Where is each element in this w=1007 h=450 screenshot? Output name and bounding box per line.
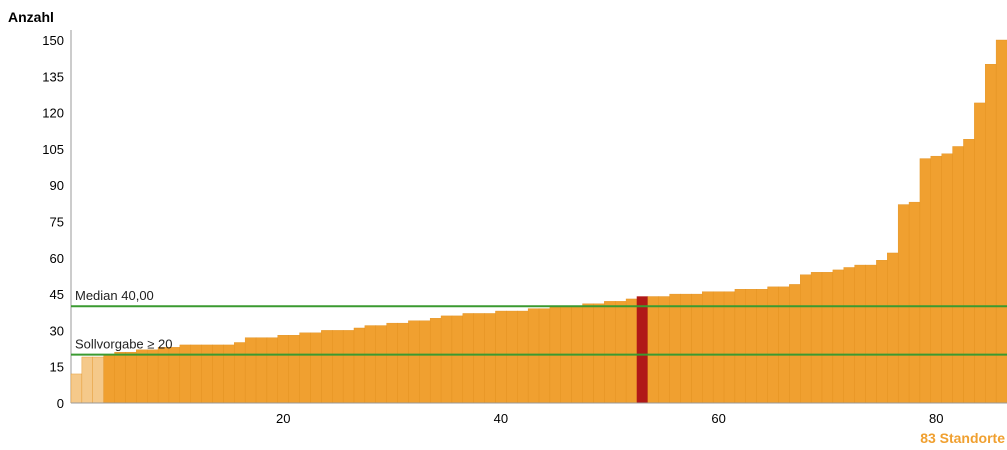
bar <box>157 347 170 404</box>
bar <box>255 337 268 404</box>
bar <box>266 337 279 404</box>
bar <box>919 158 932 404</box>
bar <box>691 293 703 404</box>
y-axis-title: Anzahl <box>8 9 54 25</box>
bar <box>952 146 964 404</box>
reference-line-label: Sollvorgabe ≥ 20 <box>75 337 172 352</box>
bar <box>712 291 725 404</box>
bar <box>582 303 594 404</box>
bar <box>843 267 855 404</box>
bar <box>386 322 398 404</box>
bar <box>484 313 496 404</box>
bars-group <box>70 39 1007 404</box>
bar <box>506 310 518 404</box>
bar <box>669 293 681 404</box>
bar <box>244 337 257 404</box>
bar <box>70 373 83 404</box>
y-tick-label: 0 <box>57 396 64 411</box>
bar <box>767 286 779 404</box>
bar <box>397 322 409 404</box>
bar <box>614 301 627 404</box>
bar <box>821 272 834 404</box>
bar <box>593 303 605 404</box>
bar <box>995 39 1007 404</box>
bar <box>353 327 366 404</box>
bar <box>168 347 181 404</box>
y-tick-label: 75 <box>50 215 64 230</box>
x-axis-ticks: 20 40 60 80 <box>276 411 943 426</box>
bar <box>908 201 921 404</box>
y-tick-label: 90 <box>50 178 64 193</box>
bar <box>310 332 322 404</box>
bar <box>440 315 453 404</box>
count-label: 83 Standorte <box>920 430 1005 446</box>
bar <box>234 342 246 404</box>
bar <box>974 102 986 404</box>
y-tick-label: 30 <box>50 323 64 338</box>
bar <box>114 351 126 404</box>
bar <box>985 63 997 404</box>
bar <box>332 330 344 404</box>
bar <box>277 335 290 404</box>
bar <box>81 356 94 404</box>
bar-highlighted <box>636 296 649 404</box>
x-tick-label: 80 <box>929 411 943 426</box>
bar <box>538 308 551 404</box>
bar <box>876 260 888 404</box>
x-tick-label: 40 <box>494 411 508 426</box>
bar <box>321 330 333 404</box>
bar <box>419 320 431 404</box>
bar <box>408 320 420 404</box>
bar <box>495 310 507 404</box>
bar <box>702 291 714 404</box>
bar <box>647 296 660 404</box>
bar <box>789 284 801 404</box>
bar <box>778 286 790 404</box>
bar <box>680 293 692 404</box>
y-tick-label: 60 <box>50 251 64 266</box>
bar <box>451 315 464 404</box>
y-axis-ticks: 0 15 30 45 60 75 90 105 120 135 150 <box>42 33 64 411</box>
y-tick-label: 150 <box>42 33 64 48</box>
reference-line-label: Median 40,00 <box>75 288 154 303</box>
bar <box>146 349 159 404</box>
bar <box>136 349 148 404</box>
bar <box>625 298 638 404</box>
y-tick-label: 15 <box>50 360 64 375</box>
bar <box>364 325 377 404</box>
bar <box>897 204 910 404</box>
bar <box>125 351 137 404</box>
bar <box>517 310 529 404</box>
bar <box>288 335 300 404</box>
x-tick-label: 20 <box>276 411 290 426</box>
y-tick-label: 120 <box>42 106 64 121</box>
bar <box>658 296 670 404</box>
bar <box>930 155 943 404</box>
bar <box>299 332 311 404</box>
bar <box>462 313 475 404</box>
bar <box>604 301 616 404</box>
bar <box>473 313 485 404</box>
bar <box>963 139 975 404</box>
bar <box>887 252 899 404</box>
bar <box>92 356 105 404</box>
bar <box>832 269 845 404</box>
y-tick-label: 105 <box>42 142 64 157</box>
bar <box>527 308 540 404</box>
bar <box>375 325 387 404</box>
bar <box>342 330 355 404</box>
bar <box>941 153 953 404</box>
x-tick-label: 60 <box>711 411 725 426</box>
bar <box>865 264 877 404</box>
y-tick-label: 45 <box>50 287 64 302</box>
bar <box>810 272 823 404</box>
bar <box>723 291 736 404</box>
reference-lines: Median 40,00 Sollvorgabe ≥ 20 <box>71 288 1007 356</box>
bar <box>800 274 812 404</box>
bar <box>103 354 115 404</box>
y-tick-label: 135 <box>42 69 64 84</box>
bar <box>854 264 866 404</box>
bar <box>429 318 442 404</box>
